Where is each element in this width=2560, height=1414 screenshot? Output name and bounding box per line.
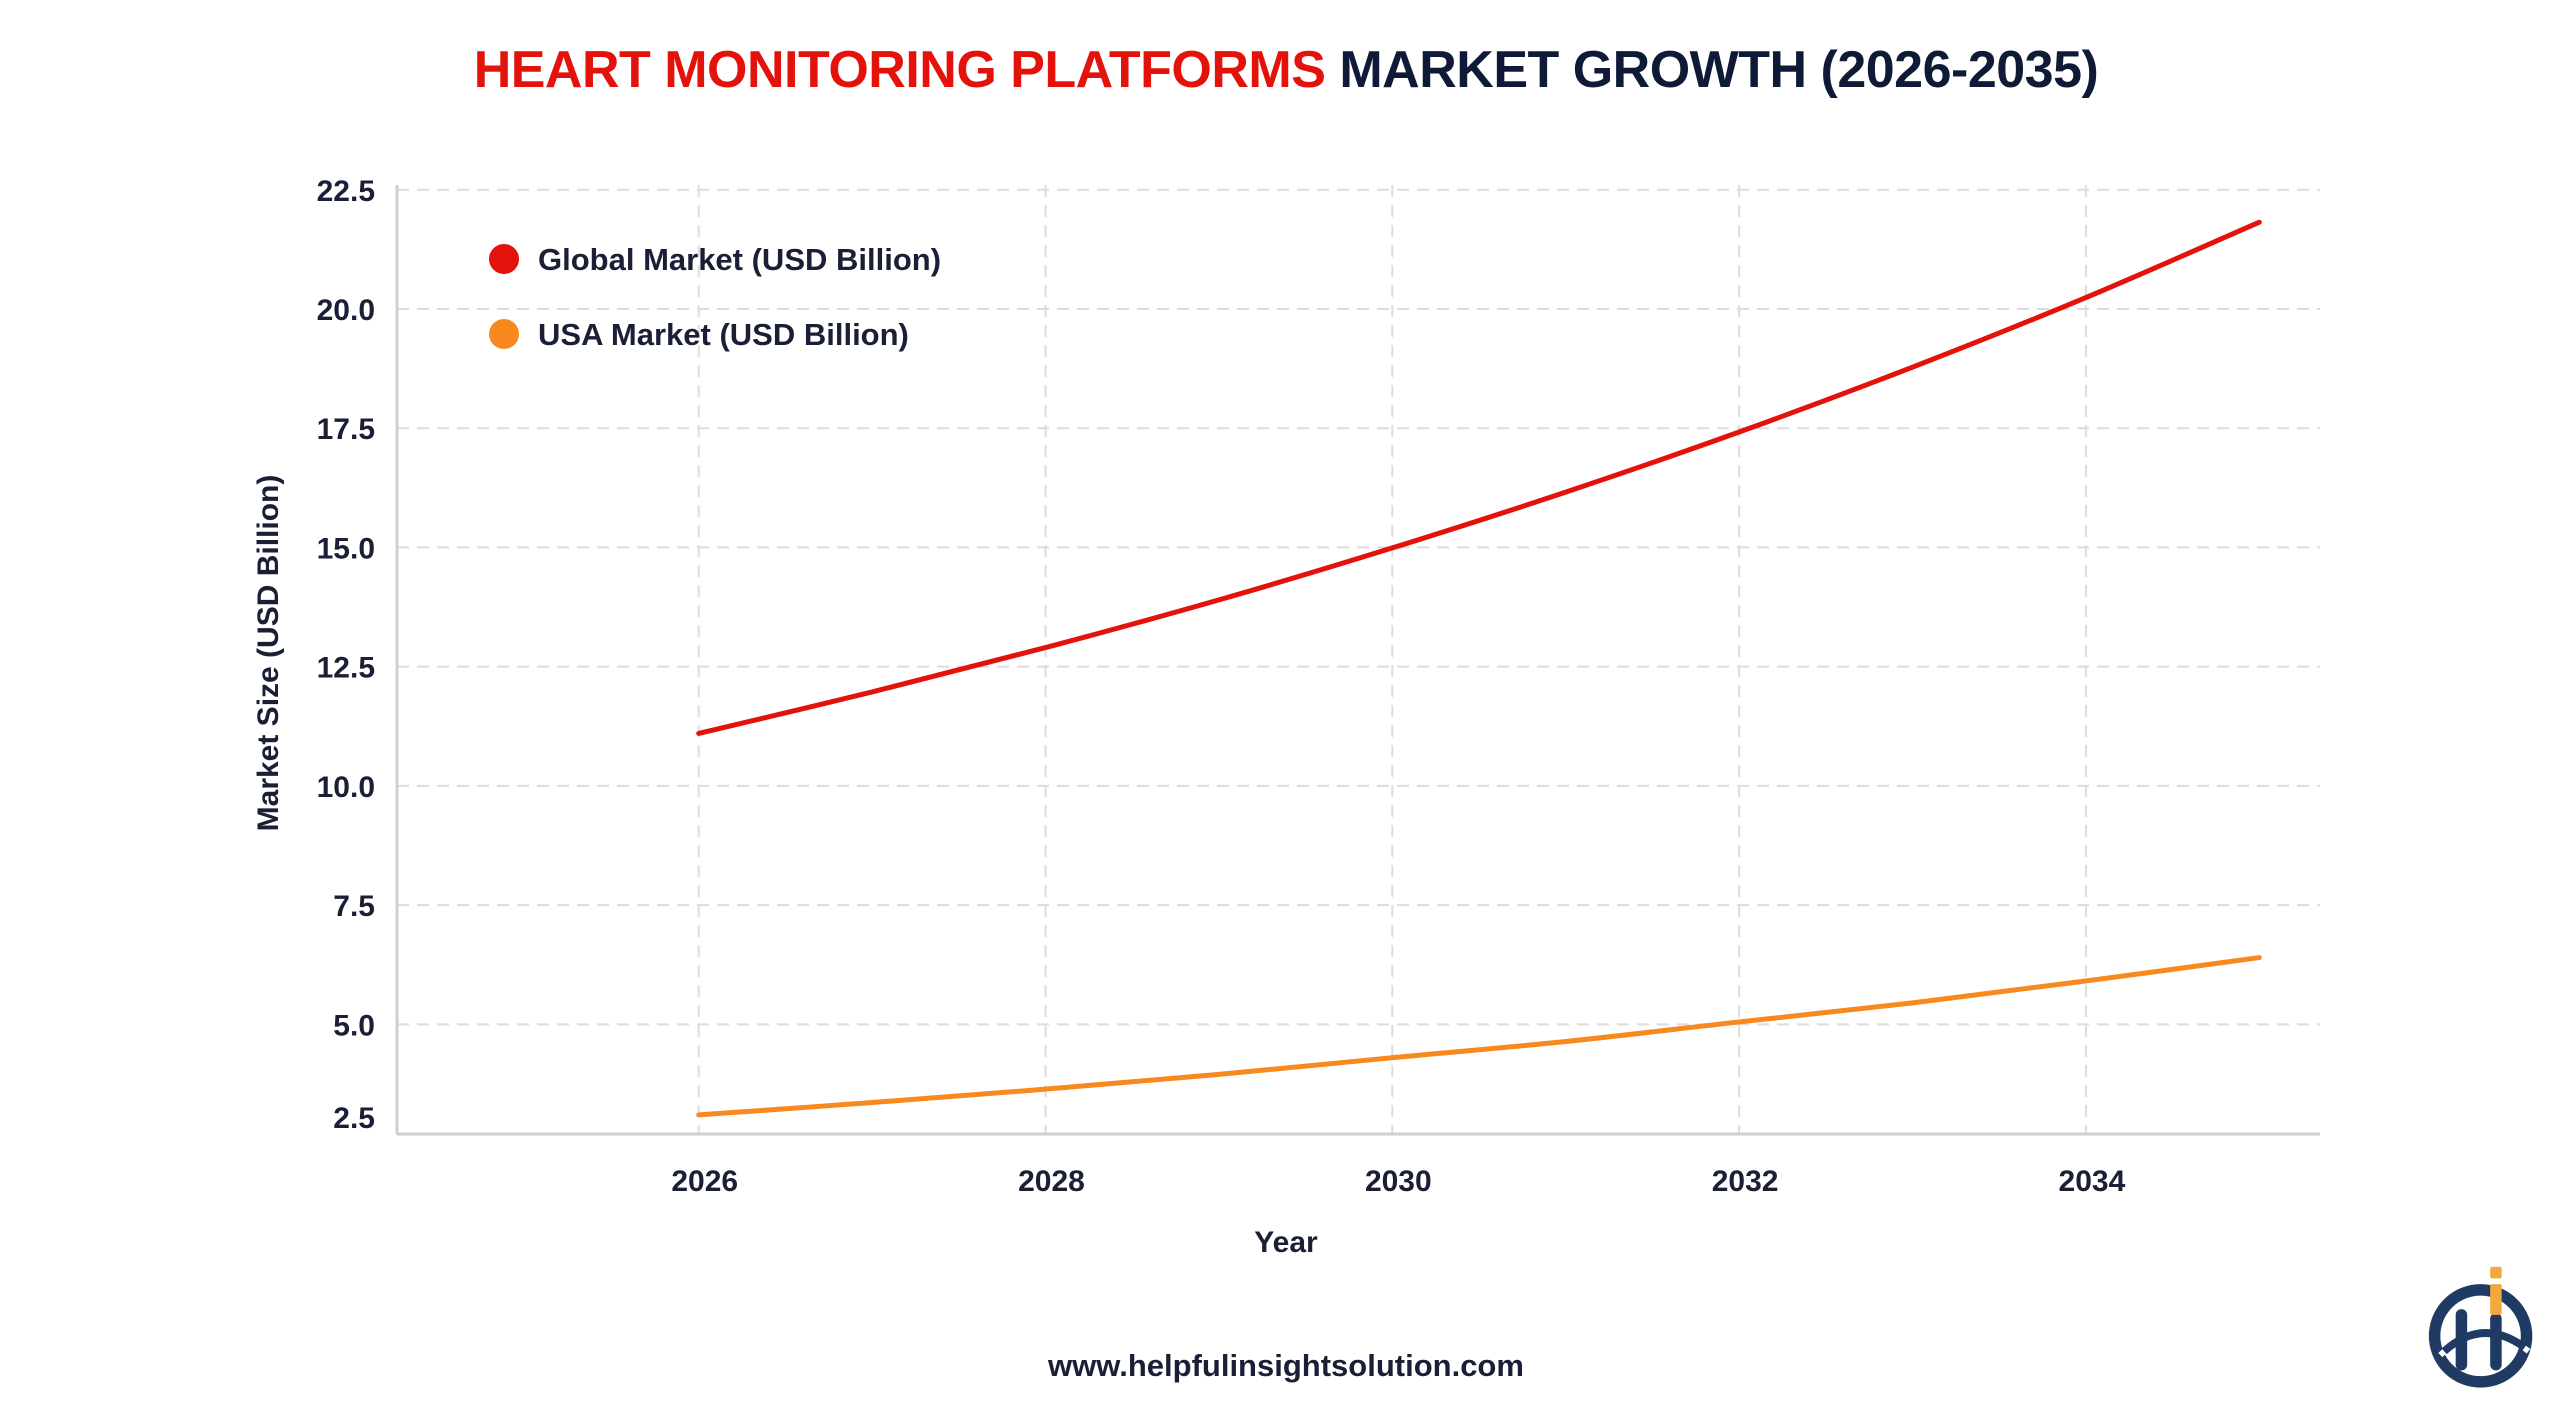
x-axis-label: Year [1254, 1226, 1318, 1259]
axes: 2.5 5.0 7.5 10.0 12.5 15.0 17.5 20.0 22.5 2026 202… [317, 175, 2320, 1198]
title-highlight: HEART MONITORING PLATFORMS [473, 41, 1326, 99]
x-tick-label: 2032 [1712, 1165, 1779, 1198]
footer-url[interactable]: www.helpfulinsightsolution.com [1048, 1348, 1524, 1383]
legend-label-1: USA Market (USD Billion) [538, 317, 909, 352]
y-tick-label: 7.5 [333, 890, 375, 923]
series-line-0 [696, 219, 2262, 736]
y-tick-label: 2.5 [333, 1102, 375, 1135]
y-tick-label: 5.0 [333, 1009, 375, 1042]
y-tick-label: 12.5 [317, 652, 375, 685]
helpful-insight-logo [2428, 1266, 2533, 1388]
chart-title: HEART MONITORING PLATFORMS MARKET GROWTH… [0, 40, 2560, 100]
title-rest: MARKET GROWTH (2026-2035) [1339, 41, 2099, 99]
legend: Global Market (USD Billion) USA Market (U… [489, 242, 941, 352]
series-line-1 [696, 955, 2262, 1118]
x-tick-label: 2034 [2059, 1165, 2126, 1198]
x-tick-label: 2028 [1018, 1165, 1085, 1198]
y-tick-label: 10.0 [317, 771, 375, 804]
x-tick-label: 2030 [1365, 1165, 1432, 1198]
y-tick-label: 17.5 [317, 413, 375, 446]
legend-label-0: Global Market (USD Billion) [538, 242, 941, 277]
x-tick-label: 2026 [671, 1165, 738, 1198]
y-tick-label: 20.0 [317, 294, 375, 327]
y-tick-label: 15.0 [317, 532, 375, 565]
legend-marker-1 [489, 319, 519, 349]
y-axis-label: Market Size (USD Billion) [252, 475, 285, 832]
legend-marker-0 [489, 244, 519, 274]
y-tick-label: 22.5 [317, 175, 375, 208]
series-lines [696, 219, 2262, 1118]
grid [397, 185, 2320, 1134]
